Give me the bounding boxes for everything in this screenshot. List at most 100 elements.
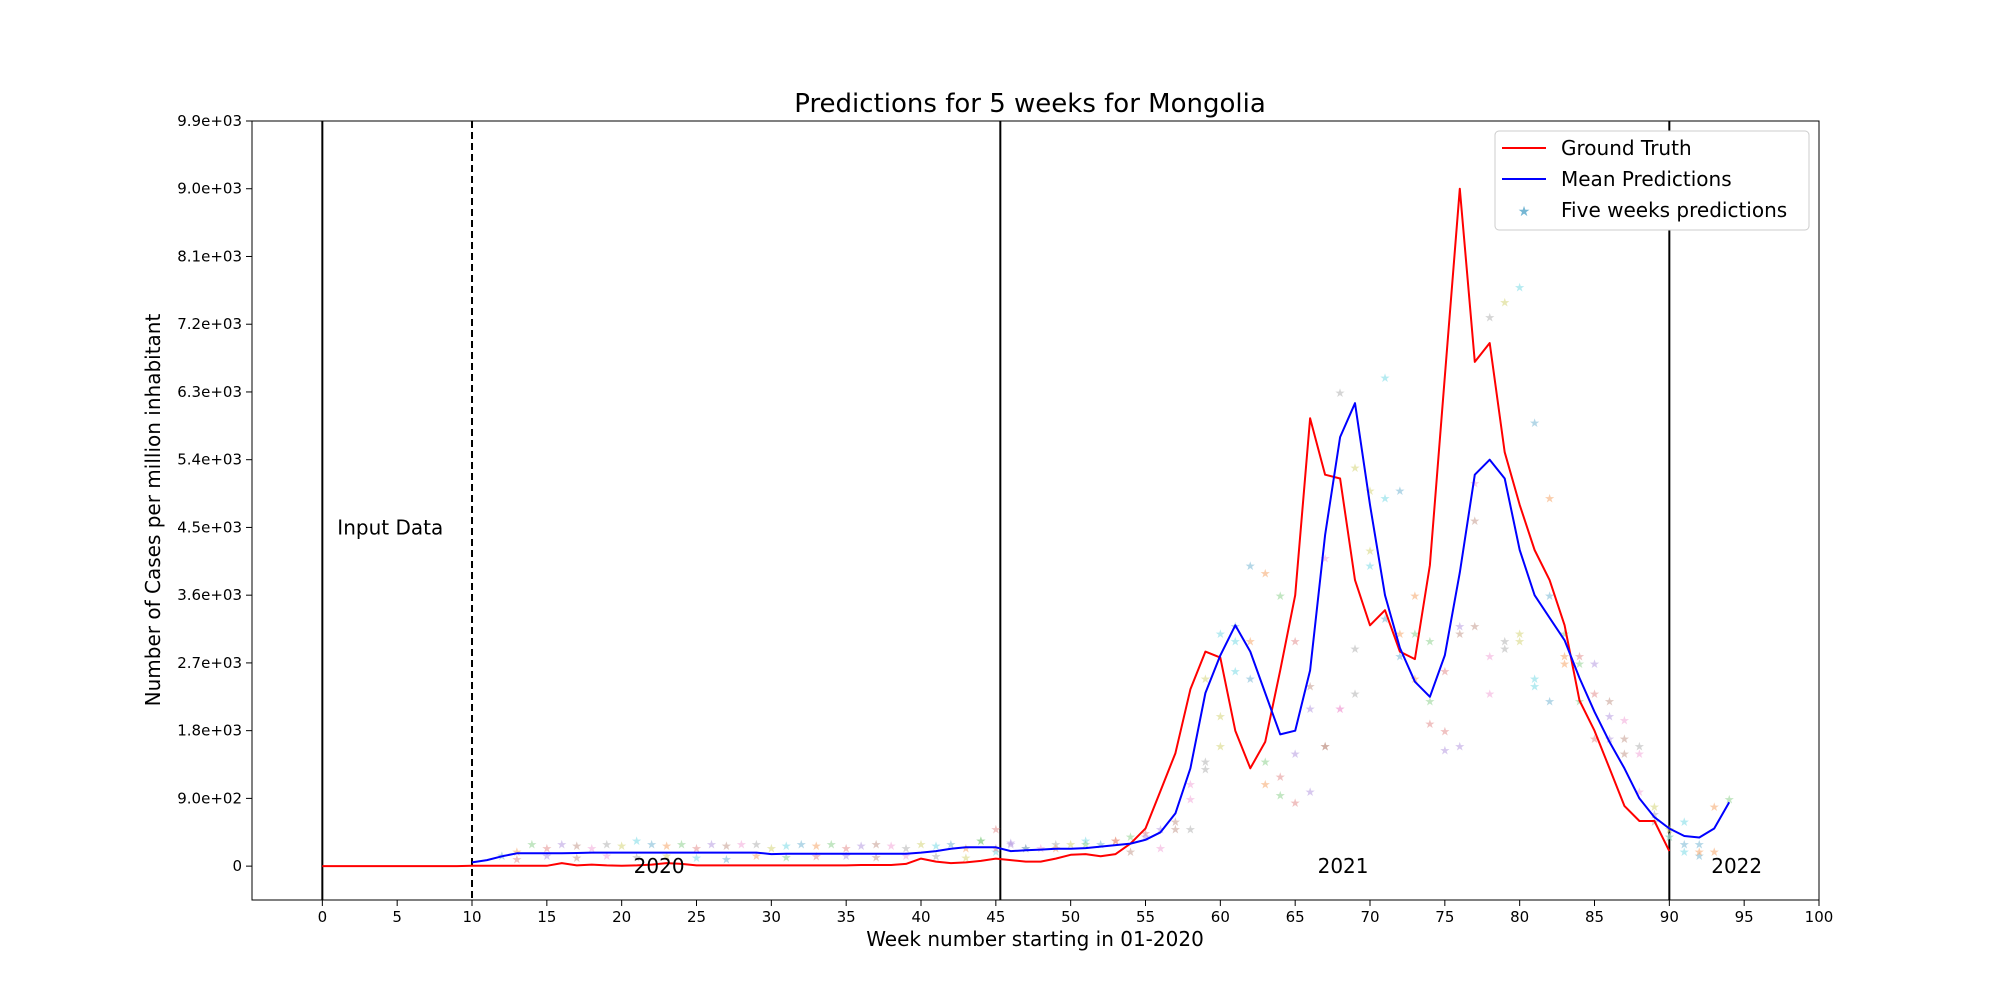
prediction-point: ★: [1679, 838, 1690, 852]
x-tick-label-55: 55: [1136, 908, 1155, 926]
prediction-point: ★: [1260, 755, 1271, 769]
prediction-point: ★: [1290, 747, 1301, 761]
annotation-1: 2020: [634, 854, 685, 878]
x-tick-label-0: 0: [318, 908, 328, 926]
prediction-point: ★: [1604, 695, 1615, 709]
prediction-point: ★: [975, 834, 986, 848]
prediction-point: ★: [721, 839, 732, 853]
prediction-point: ★: [1140, 830, 1151, 844]
prediction-point: ★: [931, 839, 942, 853]
y-tick-label-1: 9.0e+02: [177, 789, 242, 807]
prediction-point: ★: [1185, 822, 1196, 836]
prediction-point: ★: [1080, 834, 1091, 848]
prediction-point: ★: [1305, 679, 1316, 693]
prediction-point: ★: [826, 838, 837, 852]
prediction-point: ★: [1559, 627, 1570, 641]
prediction-point: ★: [571, 851, 582, 865]
prediction-point: ★: [1245, 559, 1256, 573]
prediction-point: ★: [975, 834, 986, 848]
prediction-point: ★: [1559, 657, 1570, 671]
prediction-point: ★: [1140, 826, 1151, 840]
y-tick-label-2: 1.8e+03: [177, 722, 242, 740]
y-tick-label-3: 2.7e+03: [177, 654, 242, 672]
prediction-point: ★: [1380, 612, 1391, 626]
prediction-point: ★: [1080, 838, 1091, 852]
prediction-point: ★: [631, 834, 642, 848]
prediction-markers: ★ ★★ ★ ★ ★ ★ ★ ★ ★ ★ ★ ★ ★ ★ ★ ★ ★ ★ ★ ★ ★ ★ ★ ★ ★ ★ ★ ★ ★ ★ ★★★★ ★ ★ ★ ★ ★…: [497, 281, 1735, 867]
prediction-point: ★: [646, 838, 657, 852]
prediction-point: ★: [1574, 657, 1585, 671]
prediction-point: ★: [841, 849, 852, 863]
prediction-point: ★: [1200, 672, 1211, 686]
prediction-point: ★: [586, 841, 597, 855]
prediction-point: ★: [1275, 589, 1286, 603]
prediction-point: ★: [751, 838, 762, 852]
prediction-point: ★: [766, 841, 777, 855]
prediction-point: ★: [541, 841, 552, 855]
prediction-point: ★: [990, 822, 1001, 836]
prediction-point: ★: [1424, 634, 1435, 648]
prediction-point: ★: [1125, 845, 1136, 859]
x-tick-label-35: 35: [837, 908, 856, 926]
prediction-point: ★: [1200, 762, 1211, 776]
prediction-point: ★: [1589, 732, 1600, 746]
prediction-point: ★: [1065, 838, 1076, 852]
prediction-point: ★: [1215, 740, 1226, 754]
prediction-point: ★: [961, 851, 972, 865]
prediction-point: ★: [1335, 702, 1346, 716]
prediction-point: ★: [1245, 672, 1256, 686]
prediction-point: ★: [1619, 713, 1630, 727]
legend-label-mean-predictions: Mean Predictions: [1561, 167, 1732, 191]
prediction-point: ★: [1439, 725, 1450, 739]
x-tick-label-95: 95: [1735, 908, 1754, 926]
prediction-point: ★: [1350, 461, 1361, 475]
prediction-point: ★: [751, 849, 762, 863]
prediction-point: ★: [1050, 838, 1061, 852]
prediction-point: ★: [1619, 747, 1630, 761]
prediction-point: ★: [1290, 634, 1301, 648]
prediction-point: ★: [691, 841, 702, 855]
prediction-point: ★: [1320, 552, 1331, 566]
legend-box: [1494, 130, 1810, 231]
prediction-point: ★: [796, 838, 807, 852]
prediction-point: ★: [1634, 785, 1645, 799]
prediction-point: ★: [1365, 484, 1376, 498]
prediction-point: ★: [1454, 627, 1465, 641]
legend-swatch-five-weeks: ★: [1518, 204, 1531, 220]
vertical-lines: [321, 121, 1671, 900]
x-tick-label-5: 5: [392, 908, 402, 926]
prediction-point: ★: [781, 850, 792, 864]
y-tick-label-9: 8.1e+03: [177, 247, 242, 265]
prediction-point: ★: [1230, 634, 1241, 648]
y-tick-label-8: 7.2e+03: [177, 315, 242, 333]
prediction-point: ★: [1514, 627, 1525, 641]
prediction-point: ★: [1679, 845, 1690, 859]
prediction-point: ★: [1155, 822, 1166, 836]
prediction-point: ★: [1395, 649, 1406, 663]
x-tick-label-15: 15: [537, 908, 556, 926]
x-axis-label: Week number starting in 01-2020: [866, 927, 1204, 951]
x-tick-label-80: 80: [1510, 908, 1529, 926]
prediction-point: ★: [916, 838, 927, 852]
x-tick-label-100: 100: [1805, 908, 1834, 926]
prediction-point: ★: [1365, 559, 1376, 573]
prediction-point: ★: [1215, 627, 1226, 641]
prediction-point: ★: [1544, 589, 1555, 603]
prediction-point: ★: [1709, 845, 1720, 859]
prediction-point: ★: [841, 841, 852, 855]
y-axis: 0 9.0e+02 1.8e+03 2.7e+03 3.6e+03 4.5e+03 5.4e…: [177, 112, 252, 875]
mean-predictions-line: [471, 402, 1731, 864]
annotation-3: 2022: [1711, 854, 1762, 878]
prediction-point: ★: [1634, 740, 1645, 754]
prediction-point: ★: [1604, 710, 1615, 724]
prediction-point: ★: [1499, 642, 1510, 656]
plot-frame: [251, 120, 1820, 901]
prediction-point: ★: [1529, 672, 1540, 686]
prediction-point: ★: [1604, 732, 1615, 746]
prediction-point: ★: [1529, 416, 1540, 430]
prediction-point: ★: [691, 851, 702, 865]
prediction-point: ★: [1380, 371, 1391, 385]
x-tick-label-10: 10: [462, 908, 481, 926]
prediction-point: ★: [1484, 687, 1495, 701]
prediction-point: ★: [1095, 838, 1106, 852]
